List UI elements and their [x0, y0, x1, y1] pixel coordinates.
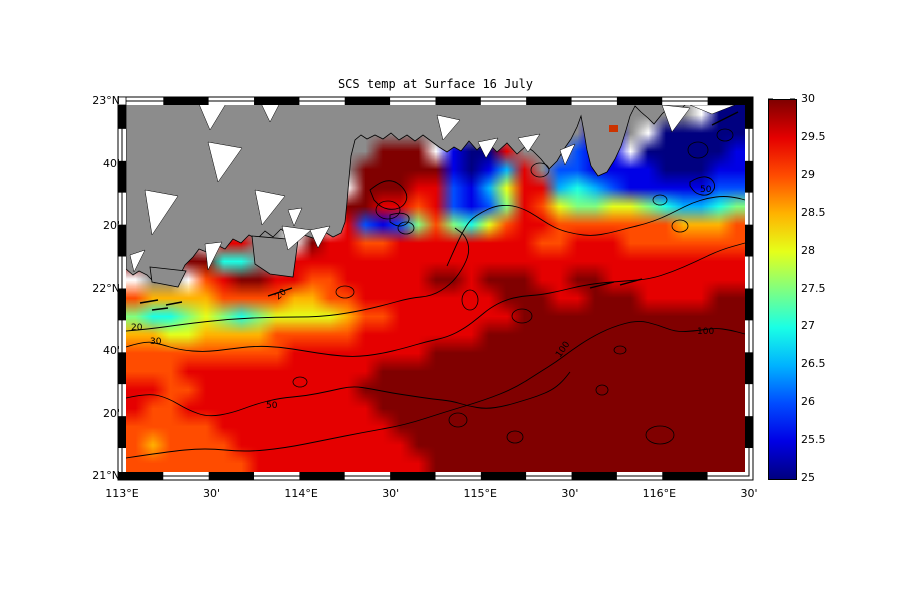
y-tick-label: 40' [102, 156, 120, 170]
contour-loop [530, 162, 550, 178]
coast-wedge [559, 143, 576, 166]
coast-wedge [207, 141, 243, 183]
contour-loop [687, 141, 709, 159]
colorbar-tick-label: 30 [801, 92, 815, 105]
contour-label: 20 [131, 323, 143, 333]
contour-label: 100 [697, 327, 714, 337]
frame-inner-outline [121, 100, 750, 477]
colorbar-tick-label: 26.5 [801, 357, 826, 371]
contour-dash [267, 287, 293, 297]
colorbar-tick-label: 29 [801, 167, 815, 181]
contour-dash [165, 301, 183, 306]
colorbar-tick-label: 25.5 [801, 433, 826, 447]
y-tick-label: 20' [102, 219, 120, 232]
contour-loop [375, 200, 401, 220]
contour-loop [716, 128, 734, 142]
coast-wedge [477, 137, 499, 159]
y-tick-label: 20' [102, 406, 120, 420]
coast-wedge [204, 241, 223, 271]
contour-loop [335, 285, 355, 299]
contour-northeast-loop [689, 176, 716, 196]
x-tick-label: 113°E [105, 487, 139, 500]
y-tick-label: 40' [102, 344, 120, 357]
contour-coastal-contour [446, 196, 746, 267]
contour-loop [613, 345, 627, 355]
colorbar-tick-label: 29.5 [801, 129, 826, 143]
contour-loop [595, 384, 609, 396]
coast-wedge [144, 189, 179, 236]
coast-wedge [129, 249, 146, 273]
frame-outer-outline [117, 96, 754, 481]
contour-isobath-50 [125, 371, 571, 417]
contour-loop [645, 425, 675, 445]
colorbar-tick-label: 28.5 [801, 205, 826, 219]
contour-dash [589, 281, 615, 289]
coast-wedge [287, 207, 303, 227]
contour-isobath-20 [125, 227, 470, 332]
land-polygon [149, 266, 187, 288]
coast-wedge [254, 189, 286, 226]
land-polygon [125, 96, 693, 284]
y-tick-label: 21°N [92, 469, 120, 482]
contour-label: 50 [700, 185, 712, 195]
contour-dash [711, 111, 739, 126]
contour-isobath-30 [125, 242, 746, 357]
x-tick-label: 30' [740, 487, 758, 500]
contour-label: 50 [266, 401, 278, 411]
contour-loop [511, 308, 533, 324]
coast-wedge [281, 225, 312, 251]
coast-wedge [309, 225, 331, 249]
contour-loop [292, 376, 308, 388]
contour-loop [448, 412, 468, 428]
x-tick-label: 30' [382, 487, 400, 500]
colorbar-tick-label: 28 [801, 243, 815, 257]
contour-loop [506, 430, 524, 444]
contour-dash [151, 307, 169, 311]
x-tick-label: 30' [203, 487, 221, 500]
contour-loop [671, 219, 689, 233]
contour-estuary-loop-1 [369, 180, 408, 210]
y-tick-label: 23°N [92, 94, 120, 107]
x-tick-label: 30' [561, 487, 579, 500]
coast-wedge [517, 133, 541, 153]
contour-loop [652, 194, 668, 206]
contour-loop [397, 221, 415, 235]
x-tick-label: 116°E [642, 487, 677, 500]
colorbar-gradient [768, 99, 797, 480]
colorbar-tick-label: 26 [801, 395, 815, 409]
colorbar-tick-label: 27.5 [801, 281, 826, 295]
coast-wedge [436, 114, 461, 141]
warm-spot [609, 125, 618, 132]
x-tick-label: 114°E [284, 487, 318, 500]
colorbar-tick-label: 27 [801, 319, 815, 333]
coast-wedge [661, 104, 691, 133]
y-tick-label: 22°N [92, 281, 120, 295]
contour-loop [461, 289, 479, 311]
chart-title: SCS temp at Surface 16 July [337, 77, 534, 91]
contour-label: 30 [150, 337, 162, 347]
contour-dash [139, 299, 159, 304]
coast-wedge [689, 104, 736, 115]
contour-label: 100 [554, 340, 572, 360]
colorbar-tick-label: 25 [801, 471, 815, 484]
contour-isobath-100 [125, 321, 746, 459]
x-tick-label: 115°E [463, 487, 497, 500]
frame-corner-block [117, 96, 127, 106]
contour-dash [619, 278, 643, 286]
